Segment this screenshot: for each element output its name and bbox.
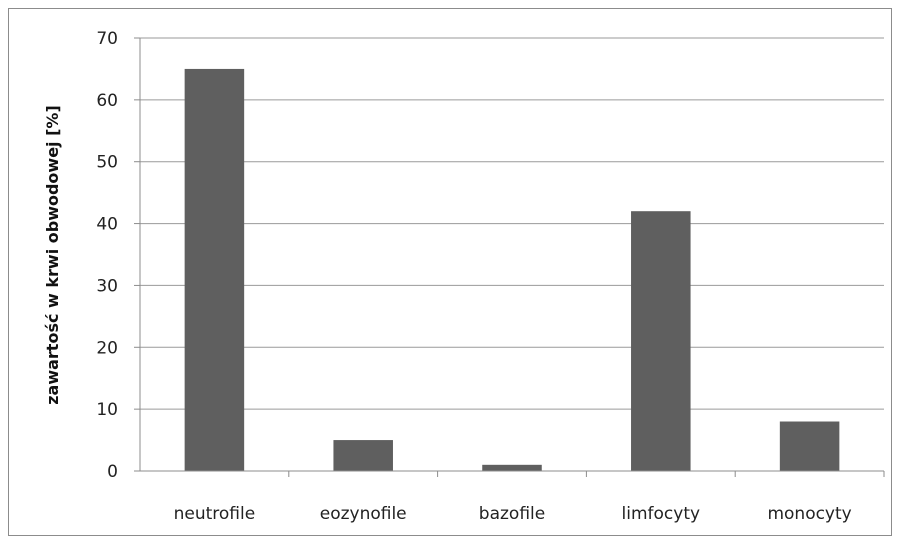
chart-frame: [8, 8, 892, 536]
bar-neutrofile: [184, 68, 245, 471]
y-tick-label: 50: [96, 153, 118, 173]
x-category-labels: neutrofile eozynofile bazofile limfocyty mon…: [174, 504, 852, 524]
x-category-label: limfocyty: [622, 504, 701, 524]
y-tick-label: 10: [96, 400, 118, 420]
y-tick-label: 20: [96, 338, 118, 358]
gridlines: [140, 37, 884, 410]
y-tick-label: 60: [96, 91, 118, 111]
axes: [134, 37, 885, 477]
x-category-label: neutrofile: [174, 504, 256, 524]
bars: [184, 68, 840, 471]
x-category-label: monocyty: [767, 504, 851, 524]
y-tick-label: 40: [96, 215, 118, 235]
bar-bazofile: [482, 464, 542, 471]
bar-limfocyty: [631, 211, 691, 471]
x-category-label: bazofile: [479, 504, 545, 524]
bar-eozynofile: [333, 440, 393, 471]
bar-monocyty: [779, 421, 840, 471]
y-tick-labels: 0 10 20 30 40 50 60 70: [96, 29, 118, 482]
y-tick-label: 70: [96, 29, 118, 49]
y-tick-label: 0: [107, 462, 118, 482]
x-category-label: eozynofile: [320, 504, 407, 524]
y-axis-title: zawartość w krwi obwodowej [%]: [43, 105, 62, 405]
y-tick-label: 30: [96, 276, 118, 296]
